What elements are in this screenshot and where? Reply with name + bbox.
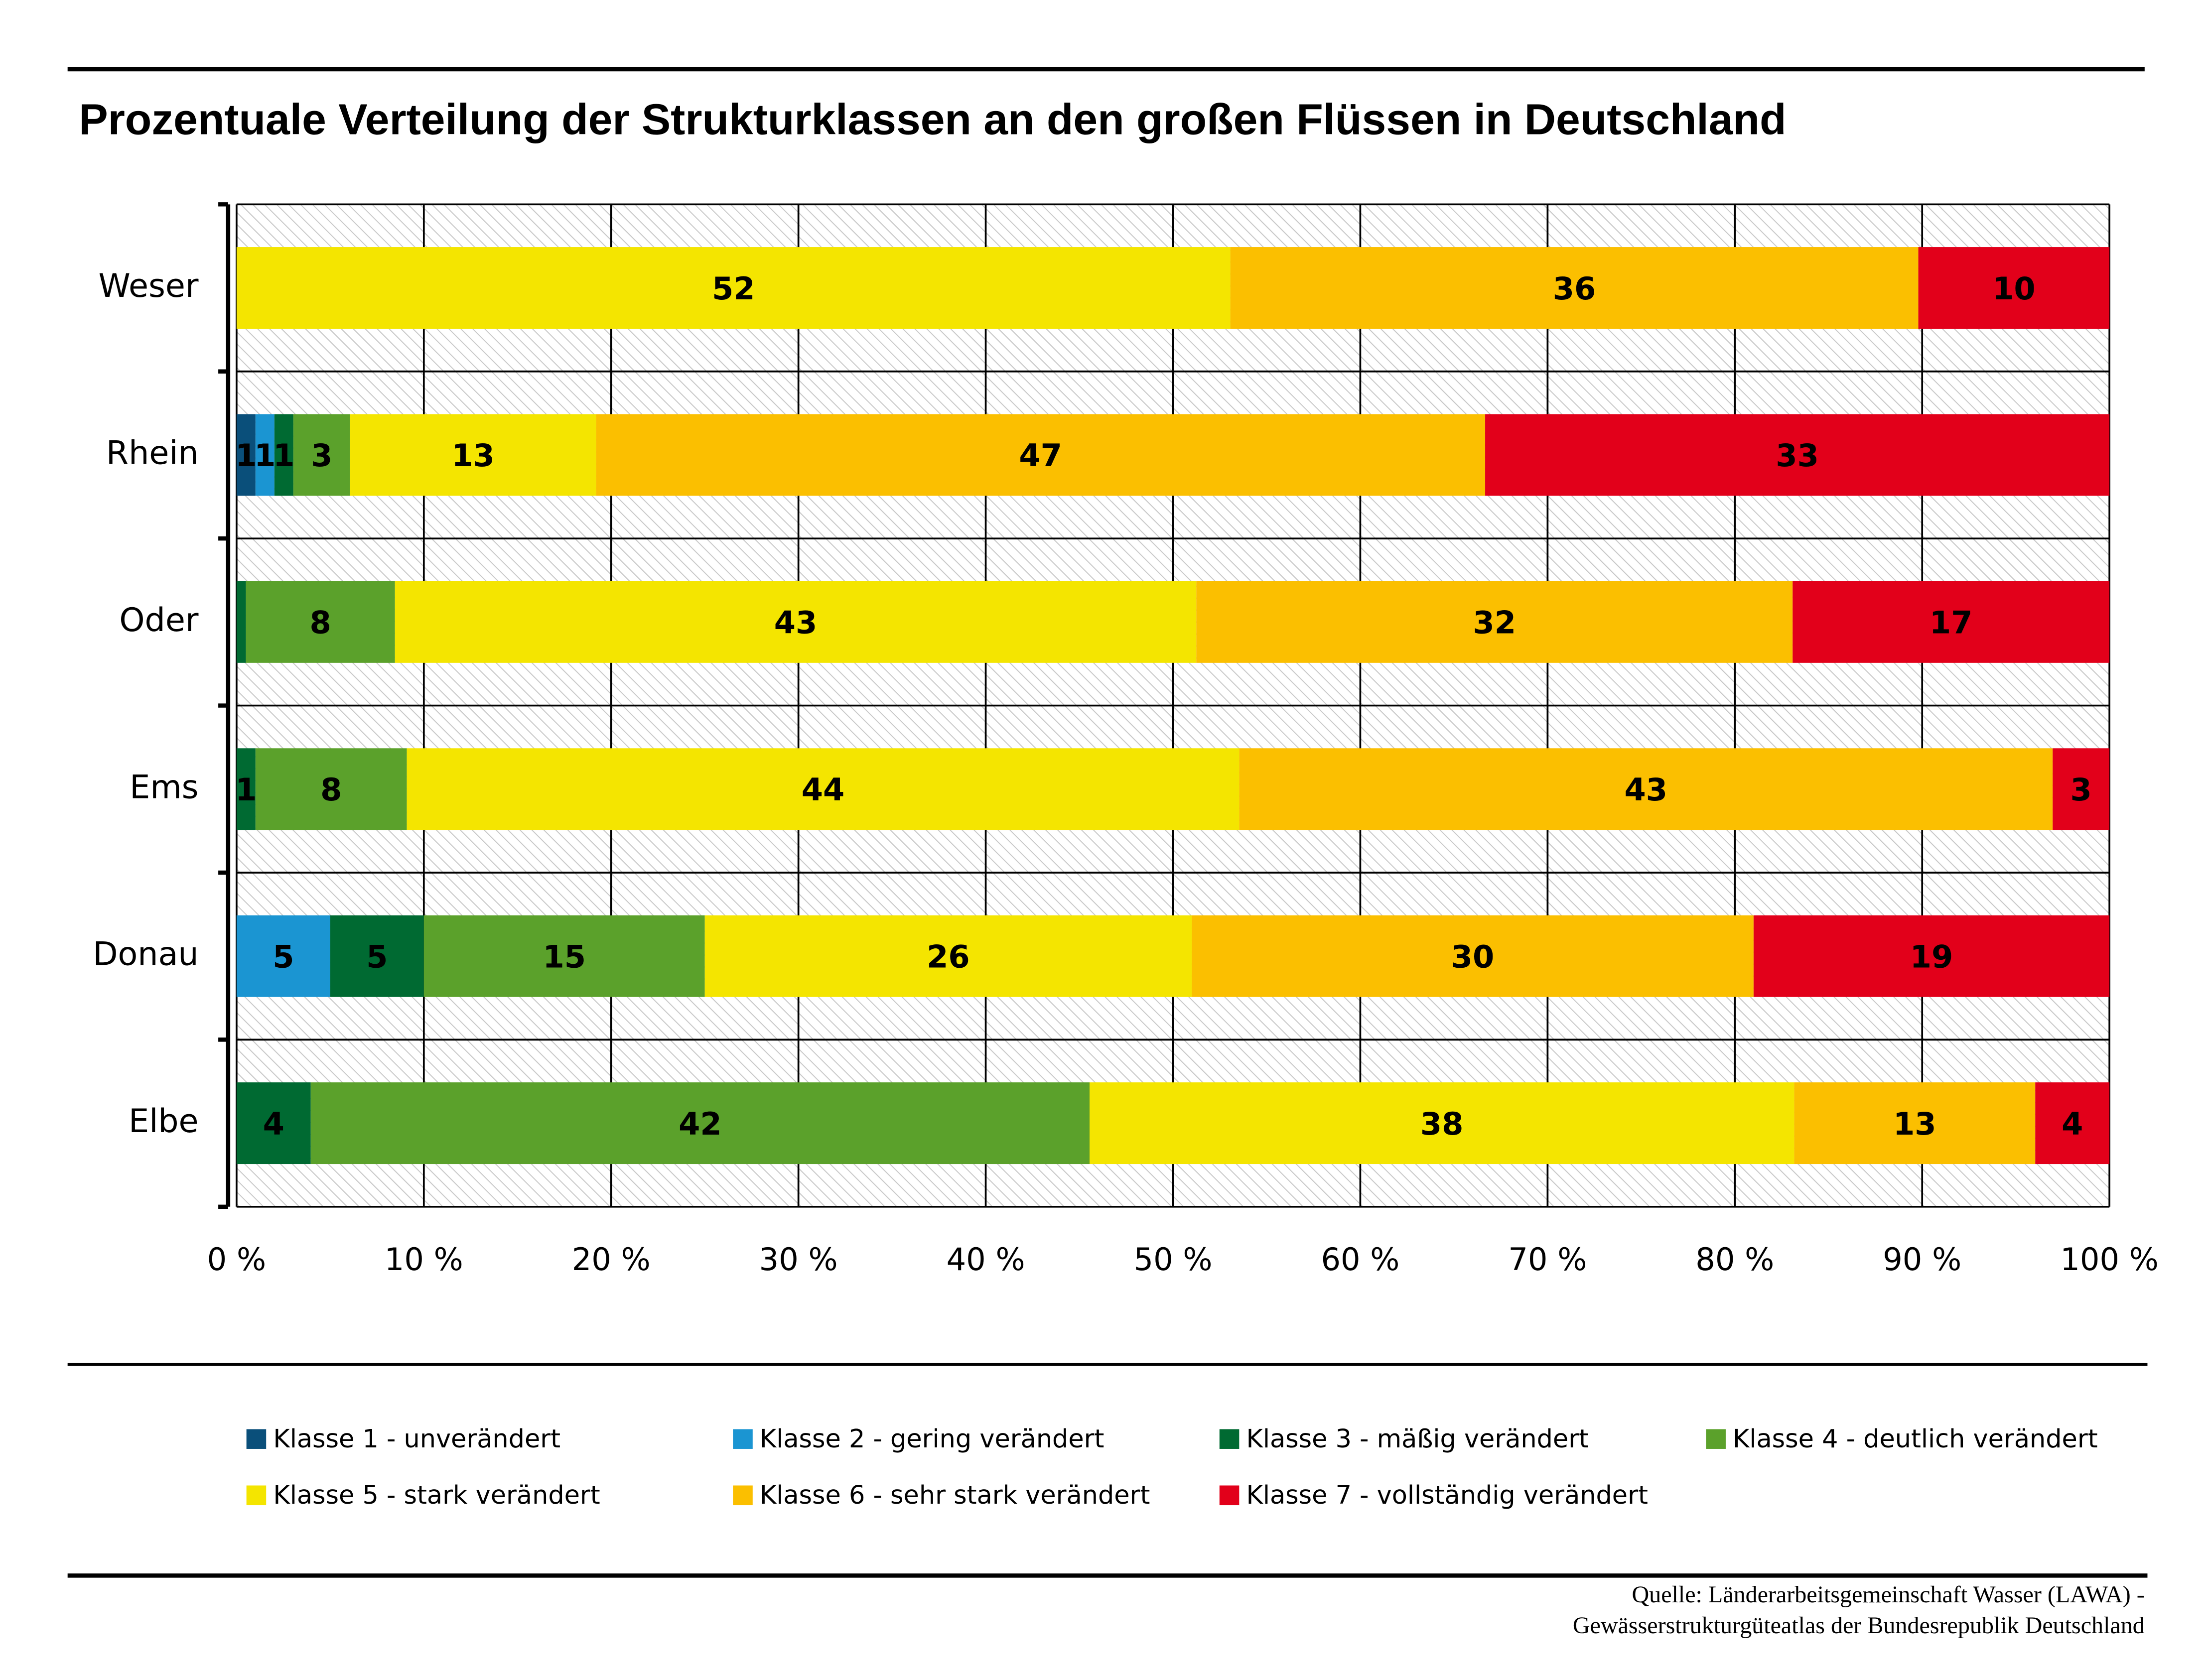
legend-label: Klasse 7 - vollständig verändert bbox=[1246, 1480, 1648, 1510]
x-tick-label: 80 % bbox=[1695, 1241, 1774, 1278]
chart-title: Prozentuale Verteilung der Strukturklass… bbox=[79, 95, 1786, 144]
y-tick-label: Ems bbox=[130, 769, 198, 806]
bar-segment bbox=[1794, 1082, 2036, 1164]
bar-segment bbox=[407, 748, 1240, 830]
legend-label: Klasse 5 - stark verändert bbox=[273, 1480, 600, 1510]
data-label: 19 bbox=[1910, 938, 1953, 975]
bar-segment bbox=[596, 414, 1486, 496]
bar-segment bbox=[1753, 915, 2110, 997]
data-label: 43 bbox=[774, 605, 818, 641]
y-tick-label: Rhein bbox=[106, 435, 199, 472]
legend-swatch bbox=[1706, 1429, 1726, 1449]
bar-segment bbox=[255, 414, 275, 496]
data-label: 43 bbox=[1625, 772, 1668, 808]
source: Quelle: Länderarbeitsgemeinschaft Wasser… bbox=[1632, 1581, 2144, 1608]
legend-swatch bbox=[733, 1429, 753, 1449]
bar-segment bbox=[236, 915, 330, 997]
x-tick-label: 100 % bbox=[2060, 1241, 2159, 1278]
data-label: 10 bbox=[1992, 270, 2036, 307]
y-tick-label: Oder bbox=[119, 602, 198, 639]
bar-segment bbox=[310, 1082, 1090, 1164]
data-label: 47 bbox=[1019, 437, 1062, 474]
data-label: 30 bbox=[1451, 938, 1495, 975]
data-label: 13 bbox=[451, 437, 495, 474]
bar-segment bbox=[1196, 581, 1793, 663]
data-label: 17 bbox=[1930, 605, 1973, 641]
bar-segment bbox=[1192, 915, 1754, 997]
legend-label: Klasse 6 - sehr stark verändert bbox=[760, 1480, 1150, 1510]
bar-segment bbox=[293, 414, 350, 496]
y-tick-label: Elbe bbox=[129, 1103, 198, 1140]
y-tick-label: Weser bbox=[99, 267, 199, 305]
bar-segment bbox=[2035, 1082, 2110, 1164]
bar-segment bbox=[236, 247, 1231, 329]
x-tick-label: 40 % bbox=[947, 1241, 1025, 1278]
bar-segment bbox=[236, 748, 256, 830]
bar-segment bbox=[350, 414, 596, 496]
x-tick-label: 50 % bbox=[1134, 1241, 1213, 1278]
x-tick-label: 30 % bbox=[759, 1241, 838, 1278]
bar-segment bbox=[246, 581, 395, 663]
data-label: 1 bbox=[254, 437, 276, 474]
data-label: 8 bbox=[320, 772, 342, 808]
data-label: 42 bbox=[679, 1106, 722, 1142]
bar-segment bbox=[2053, 748, 2110, 830]
legend-swatch bbox=[1219, 1429, 1240, 1449]
y-tick-label: Donau bbox=[93, 936, 198, 973]
legend-swatch bbox=[246, 1485, 267, 1506]
data-label: 3 bbox=[311, 437, 332, 474]
bar-segment bbox=[236, 414, 256, 496]
bar-segment bbox=[236, 1082, 311, 1164]
bar-segment bbox=[255, 748, 407, 830]
data-label: 52 bbox=[712, 270, 755, 307]
legend-label: Klasse 2 - gering verändert bbox=[760, 1424, 1104, 1453]
legend-label: Klasse 4 - deutlich verändert bbox=[1733, 1424, 2098, 1453]
legend-label: Klasse 3 - mäßig verändert bbox=[1246, 1424, 1589, 1453]
bar-segment bbox=[1239, 748, 2053, 830]
legend-label: Klasse 1 - unverändert bbox=[273, 1424, 560, 1453]
data-label: 3 bbox=[2070, 772, 2092, 808]
legend-swatch bbox=[1219, 1485, 1240, 1506]
data-label: 8 bbox=[310, 605, 331, 641]
data-label: 4 bbox=[2062, 1106, 2083, 1142]
bar-segment bbox=[1485, 414, 2110, 496]
data-label: 44 bbox=[802, 772, 845, 808]
data-label: 1 bbox=[273, 437, 294, 474]
data-label: 15 bbox=[543, 938, 586, 975]
data-label: 33 bbox=[1776, 437, 1819, 474]
data-label: 36 bbox=[1553, 270, 1596, 307]
data-label: 1 bbox=[235, 437, 257, 474]
bar-segment bbox=[1918, 247, 2110, 329]
x-tick-label: 70 % bbox=[1508, 1241, 1587, 1278]
data-label: 1 bbox=[235, 772, 257, 808]
x-tick-label: 90 % bbox=[1883, 1241, 1961, 1278]
data-label: 38 bbox=[1420, 1106, 1464, 1142]
legend-swatch bbox=[246, 1429, 267, 1449]
bar-segment bbox=[1230, 247, 1919, 329]
bar-segment bbox=[330, 915, 424, 997]
bar-segment bbox=[423, 915, 705, 997]
bar-segment bbox=[274, 414, 293, 496]
x-tick-label: 20 % bbox=[572, 1241, 651, 1278]
data-label: 13 bbox=[1893, 1106, 1936, 1142]
bar-segment bbox=[395, 581, 1197, 663]
x-tick-label: 60 % bbox=[1321, 1241, 1399, 1278]
data-label: 32 bbox=[1473, 605, 1516, 641]
data-label: 5 bbox=[366, 938, 388, 975]
x-tick-label: 0 % bbox=[207, 1241, 266, 1278]
bar-segment bbox=[1793, 581, 2110, 663]
bar-segment bbox=[704, 915, 1192, 997]
data-label: 4 bbox=[263, 1106, 284, 1142]
data-label: 5 bbox=[273, 938, 294, 975]
bar-segment bbox=[236, 581, 246, 663]
data-label: 26 bbox=[927, 938, 970, 975]
x-tick-label: 10 % bbox=[385, 1241, 463, 1278]
legend-swatch bbox=[733, 1485, 753, 1506]
source: Gewässerstrukturgüteatlas der Bundesrepu… bbox=[1573, 1612, 2145, 1639]
bar-segment bbox=[1090, 1082, 1794, 1164]
